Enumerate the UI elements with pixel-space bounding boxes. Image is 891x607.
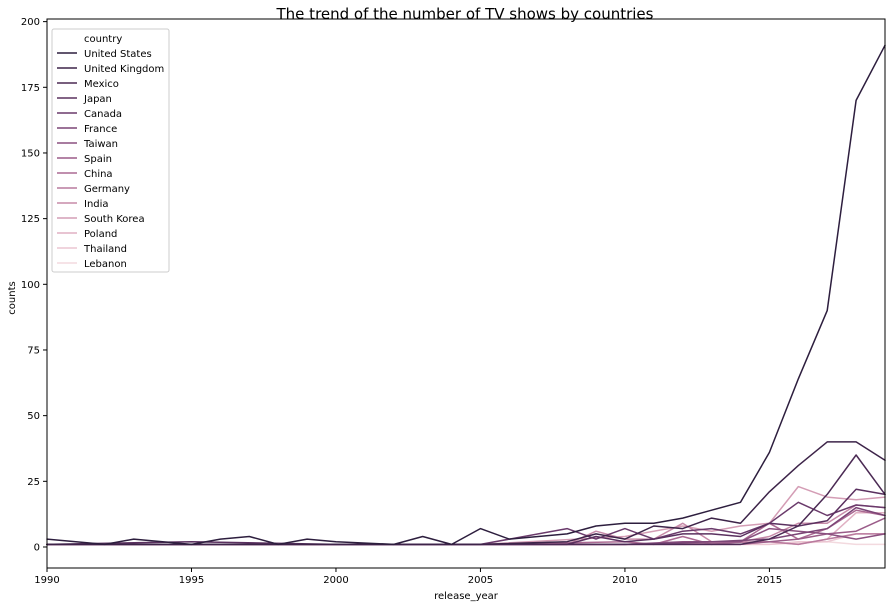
legend-items: United States United Kingdom Mexico Japan Ca… bbox=[57, 49, 164, 270]
y-tick-label: 175 bbox=[21, 83, 40, 94]
legend-label: United Kingdom bbox=[84, 64, 164, 75]
legend-label: China bbox=[84, 169, 113, 180]
legend-label: India bbox=[84, 199, 109, 210]
series-line-france bbox=[46, 506, 886, 546]
y-axis-label: counts bbox=[7, 281, 18, 314]
y-tick-label: 50 bbox=[27, 411, 40, 422]
legend: country United States United Kingdom Mexic… bbox=[51, 28, 170, 273]
y-tick-label: 75 bbox=[27, 345, 40, 356]
x-axis-label: release_year bbox=[434, 591, 499, 602]
legend-label: Japan bbox=[83, 94, 112, 105]
legend-label: Poland bbox=[84, 229, 117, 240]
y-tick-label: 200 bbox=[21, 17, 40, 28]
y-axis-ticks: 0 25 50 75 100 125 150 175 200 bbox=[21, 17, 47, 553]
y-tick-label: 150 bbox=[21, 148, 40, 159]
legend-label: South Korea bbox=[84, 214, 145, 225]
legend-box bbox=[51, 28, 170, 273]
y-tick-label: 100 bbox=[21, 280, 40, 291]
legend-label: Taiwan bbox=[83, 139, 118, 150]
legend-label: Germany bbox=[84, 184, 130, 195]
legend-label: France bbox=[84, 124, 117, 135]
x-axis-ticks: 1990 1995 2000 2005 2010 2015 bbox=[34, 568, 782, 586]
legend-label: Lebanon bbox=[84, 259, 127, 270]
series-layer bbox=[46, 44, 886, 546]
y-tick-label: 0 bbox=[34, 542, 40, 553]
plot-frame bbox=[46, 18, 886, 569]
y-tick-label: 25 bbox=[27, 477, 40, 488]
x-tick-label: 1995 bbox=[179, 575, 204, 586]
legend-label: Mexico bbox=[84, 79, 119, 90]
x-tick-label: 2015 bbox=[757, 575, 782, 586]
series-line-mexico bbox=[46, 454, 886, 546]
x-tick-label: 2000 bbox=[323, 575, 348, 586]
legend-label: United States bbox=[84, 49, 152, 60]
x-tick-label: 1990 bbox=[34, 575, 59, 586]
legend-title: country bbox=[84, 34, 122, 45]
x-tick-label: 2010 bbox=[612, 575, 637, 586]
series-line-united-states bbox=[46, 44, 886, 546]
legend-label: Thailand bbox=[83, 244, 127, 255]
series-line-united-kingdom bbox=[46, 441, 886, 546]
legend-label: Canada bbox=[84, 109, 122, 120]
x-tick-label: 2005 bbox=[468, 575, 493, 586]
chart-title: The trend of the number of TV shows by c… bbox=[276, 5, 654, 23]
legend-label: Spain bbox=[84, 154, 112, 165]
y-tick-label: 125 bbox=[21, 214, 40, 225]
